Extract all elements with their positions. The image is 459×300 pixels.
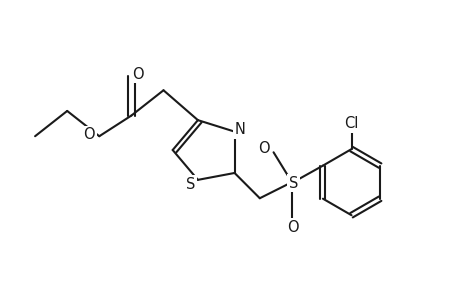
Text: O: O (132, 67, 144, 82)
Text: Cl: Cl (344, 116, 358, 131)
Text: O: O (257, 141, 269, 156)
Text: S: S (186, 177, 195, 192)
Text: S: S (288, 176, 298, 190)
Text: O: O (286, 220, 298, 235)
Text: O: O (83, 127, 95, 142)
Text: N: N (234, 122, 245, 137)
